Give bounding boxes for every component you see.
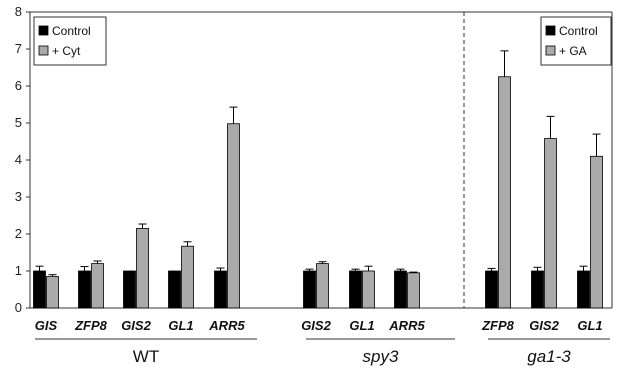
y-tick-label: 3: [15, 189, 22, 204]
category-label: ARR5: [388, 318, 425, 333]
bar-treatment: [227, 123, 240, 309]
legend-label: Control: [52, 24, 91, 38]
group-label: ga1-3: [527, 347, 571, 366]
bar-control: [214, 270, 227, 309]
bar-control: [168, 270, 181, 309]
group-label: spy3: [363, 347, 399, 366]
bar-treatment: [316, 263, 329, 309]
legends: Control + Cyt Control + GA: [33, 16, 612, 66]
bar-control: [394, 270, 407, 309]
category-label: ZFP8: [481, 318, 515, 333]
bar-treatment: [498, 76, 511, 309]
y-tick-label: 2: [15, 226, 22, 241]
labels: GIS ZFP8 GIS2 GL1 ARR5 WT GIS2 GL1 ARR5 spy3 ZFP8 G…: [35, 318, 610, 366]
y-tick-label: 1: [15, 263, 22, 278]
bar-treatment: [181, 245, 194, 309]
bar-treatment: [46, 276, 59, 309]
y-tick-label: 0: [15, 300, 22, 315]
category-label: GL1: [168, 318, 193, 333]
bar-control: [531, 270, 544, 309]
group-label: WT: [133, 347, 159, 366]
bar-treatment: [590, 155, 603, 309]
category-label: ZFP8: [74, 318, 108, 333]
legend-label: + GA: [559, 44, 587, 58]
legend-box: [540, 16, 612, 66]
y-tick-label: 6: [15, 78, 22, 93]
bar-control: [349, 270, 362, 309]
category-label: GIS2: [529, 318, 559, 333]
category-label: GL1: [349, 318, 374, 333]
category-label: GIS2: [301, 318, 331, 333]
bar-control: [485, 270, 498, 309]
legend-swatch: [545, 25, 556, 36]
category-label: GIS2: [121, 318, 151, 333]
bar-treatment: [407, 272, 420, 309]
legend-swatch: [38, 45, 49, 56]
y-tick-label: 5: [15, 115, 22, 130]
category-label: GL1: [577, 318, 602, 333]
bar-treatment: [91, 263, 104, 309]
y-tick-label: 7: [15, 41, 22, 56]
bar-treatment: [362, 270, 375, 309]
legend-swatch: [545, 45, 556, 56]
y-tick-label: 8: [15, 4, 22, 19]
bar-control: [303, 270, 316, 309]
y-tick-label: 4: [15, 152, 22, 167]
bar-control: [577, 270, 590, 309]
category-label: ARR5: [208, 318, 245, 333]
category-label: GIS: [35, 318, 58, 333]
bar-control: [123, 270, 136, 309]
bar-treatment: [136, 228, 149, 309]
legend-box: [33, 16, 107, 66]
bar-treatment: [544, 138, 557, 309]
bar-control: [33, 270, 46, 309]
legend-label: Control: [559, 24, 598, 38]
legend-label: + Cyt: [52, 44, 81, 58]
bars: [33, 50, 603, 309]
bar-control: [78, 270, 91, 309]
legend-swatch: [38, 25, 49, 36]
